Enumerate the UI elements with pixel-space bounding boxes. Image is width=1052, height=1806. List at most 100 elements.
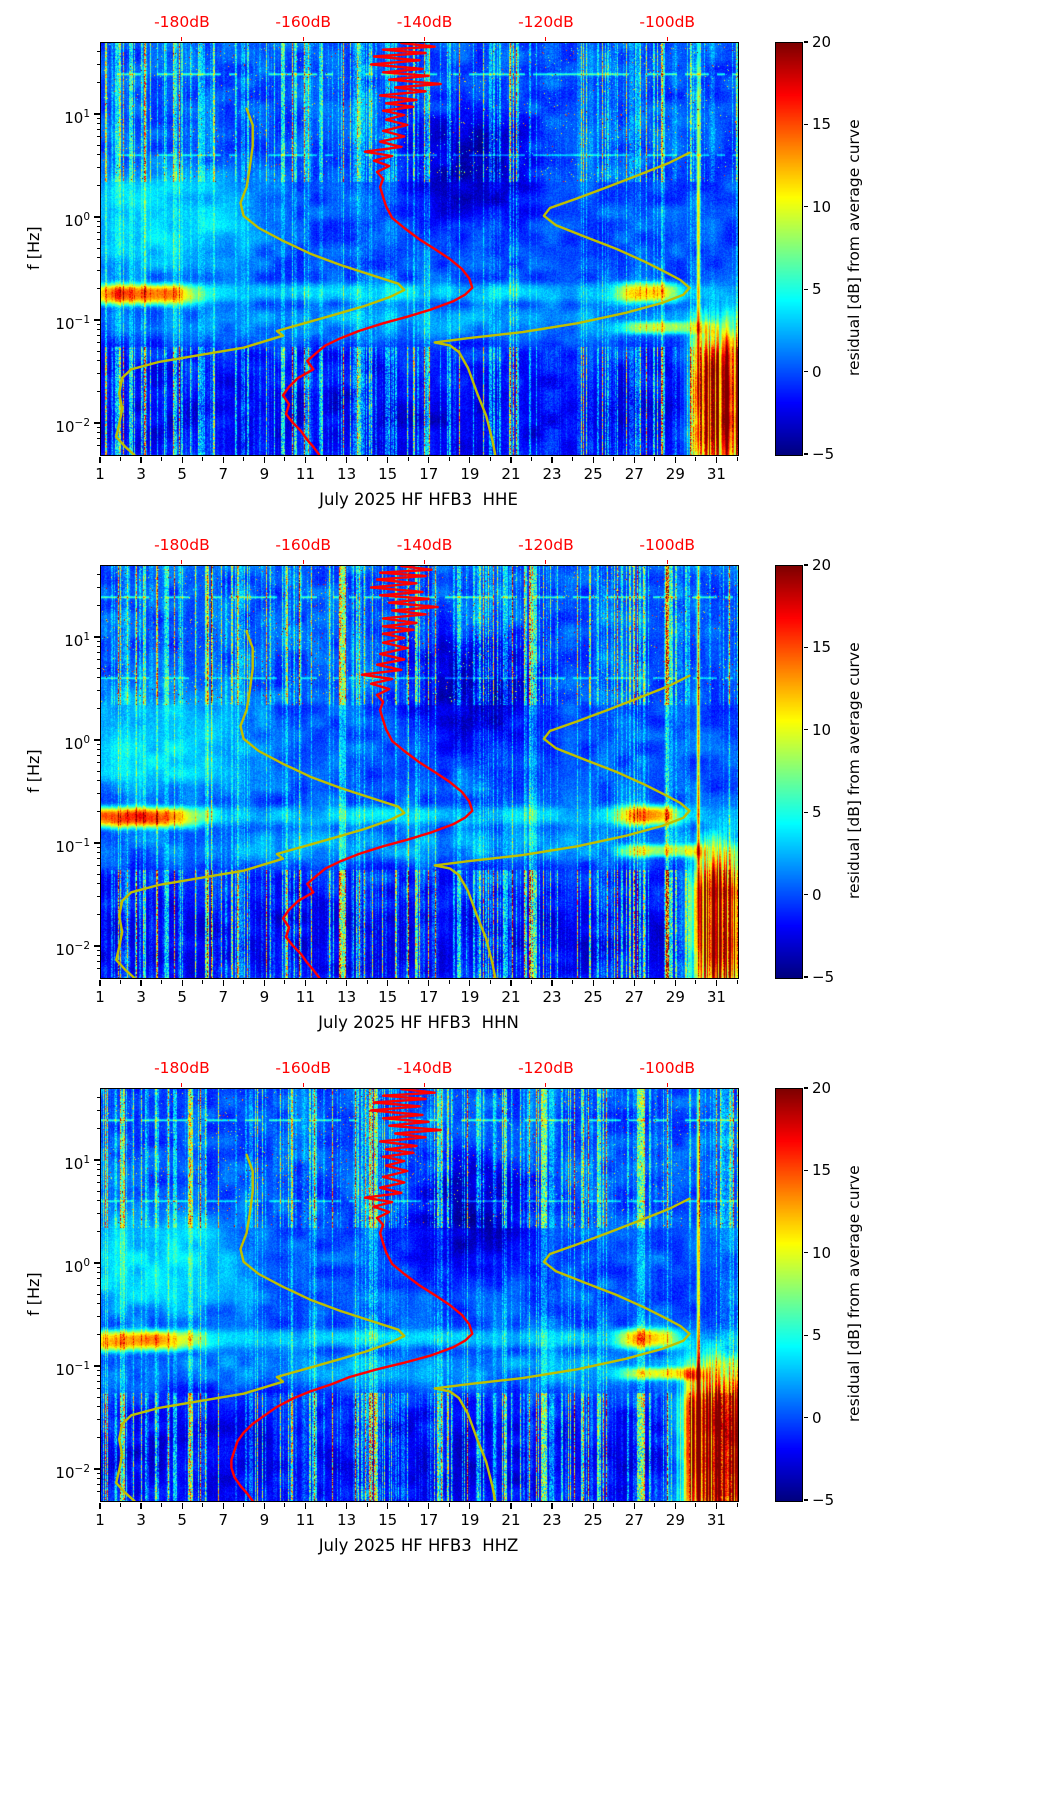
- colorbar-tick: [804, 1087, 808, 1089]
- x-minor-tick: [695, 1503, 697, 1507]
- y-minor-tick: [96, 335, 100, 337]
- x-major-tick: [715, 457, 718, 463]
- y-minor-tick: [96, 1388, 100, 1390]
- y-minor-tick: [96, 329, 100, 331]
- x-tick-label: 5: [177, 1511, 187, 1529]
- x-minor-tick: [407, 980, 409, 984]
- x-tick-label: 25: [583, 1511, 603, 1529]
- x-tick-label: 21: [501, 988, 521, 1006]
- x-tick-label: 3: [136, 1511, 146, 1529]
- x-minor-tick: [448, 980, 450, 984]
- x-tick-label: 11: [295, 988, 316, 1006]
- high-noise-model-curve: [433, 151, 691, 455]
- y-minor-tick: [96, 1190, 100, 1192]
- x-minor-tick: [531, 1503, 533, 1507]
- x-major-tick: [222, 980, 224, 986]
- y-minor-tick: [96, 185, 100, 187]
- colorbar-tick-label: 20: [812, 1079, 832, 1097]
- top-db-label: -120dB: [518, 13, 574, 31]
- colorbar-tick: [804, 1334, 808, 1336]
- x-minor-tick: [325, 457, 327, 461]
- x-major-tick: [345, 980, 348, 986]
- colorbar-tick: [804, 41, 808, 43]
- x-major-tick: [674, 457, 676, 463]
- colorbar-tick-label: 5: [812, 280, 822, 299]
- x-tick-label: 15: [378, 1511, 398, 1529]
- y-minor-tick: [96, 1334, 100, 1336]
- x-minor-tick: [325, 980, 327, 984]
- y-minor-tick: [96, 1164, 100, 1166]
- low-noise-model-curve: [115, 630, 406, 978]
- y-minor-tick: [96, 118, 100, 120]
- top-db-tick: [666, 560, 668, 564]
- top-db-tick: [666, 1083, 668, 1087]
- y-minor-tick: [96, 659, 100, 661]
- x-minor-tick: [120, 980, 122, 984]
- x-minor-tick: [736, 1503, 738, 1507]
- y-major-tick: [94, 842, 100, 844]
- x-minor-tick: [572, 980, 574, 984]
- x-major-tick: [469, 980, 471, 986]
- y-minor-tick: [96, 641, 100, 643]
- y-minor-tick: [96, 858, 100, 860]
- colorbar-tick-label: −5: [812, 445, 835, 463]
- x-minor-tick: [202, 980, 204, 984]
- x-major-tick: [674, 980, 676, 986]
- y-minor-tick: [96, 605, 100, 607]
- x-tick-label: 7: [218, 988, 229, 1006]
- top-db-label: -180dB: [154, 536, 210, 554]
- colorbar-tick: [804, 564, 808, 566]
- x-tick-label: 21: [501, 465, 521, 483]
- psd-curves-overlay: [115, 566, 691, 978]
- x-minor-tick: [284, 457, 286, 461]
- colorbar-tick: [804, 1417, 808, 1419]
- y-minor-tick: [96, 1213, 100, 1215]
- y-minor-tick: [96, 1484, 100, 1486]
- x-major-tick: [222, 1503, 224, 1509]
- y-minor-tick: [96, 350, 100, 352]
- colorbar-gradient: [776, 43, 802, 455]
- colorbar-tick-label: 15: [812, 115, 832, 134]
- colorbar-tick-label: 10: [812, 720, 832, 739]
- x-tick-label: 23: [542, 988, 562, 1006]
- colorbar-tick-label: −5: [812, 1491, 835, 1509]
- spectrogram-panel-hhz: f [Hz] July 2025 HF HFB3 HHZ residual [d…: [0, 1046, 1052, 1569]
- x-minor-tick: [613, 980, 615, 984]
- top-db-tick: [545, 37, 547, 41]
- colorbar-tick-label: 20: [812, 556, 832, 574]
- x-major-tick: [592, 457, 594, 463]
- y-minor-tick: [96, 1272, 100, 1274]
- x-tick-label: 31: [706, 465, 726, 483]
- y-major-tick: [94, 113, 100, 115]
- x-axis-label: July 2025 HF HFB3 HHZ: [318, 1536, 519, 1555]
- y-minor-tick: [96, 144, 100, 146]
- x-minor-tick: [243, 457, 245, 461]
- x-minor-tick: [572, 1503, 574, 1507]
- x-major-tick: [304, 1503, 307, 1509]
- x-major-tick: [510, 1503, 512, 1509]
- x-major-tick: [140, 457, 142, 463]
- y-tick-label: 100: [64, 210, 90, 230]
- colorbar-label: residual [dB] from average curve: [845, 642, 863, 900]
- x-major-tick: [469, 457, 471, 463]
- x-minor-tick: [489, 1503, 491, 1507]
- y-minor-tick: [96, 445, 100, 447]
- y-minor-tick: [96, 883, 100, 885]
- y-minor-tick: [96, 780, 100, 782]
- x-major-tick: [428, 980, 430, 986]
- y-minor-tick: [96, 247, 100, 249]
- x-major-tick: [181, 1503, 183, 1509]
- x-minor-tick: [243, 1503, 245, 1507]
- colorbar-tick: [804, 646, 808, 648]
- y-minor-tick: [96, 226, 100, 228]
- y-minor-tick: [96, 865, 100, 867]
- y-major-tick: [94, 1262, 100, 1264]
- y-minor-tick: [96, 51, 100, 53]
- y-tick-label: 10−1: [55, 313, 90, 333]
- y-tick-label: 10−2: [55, 939, 90, 959]
- y-major-tick: [94, 319, 100, 321]
- x-minor-tick: [695, 980, 697, 984]
- x-tick-label: 19: [460, 988, 480, 1006]
- y-minor-tick: [96, 1316, 100, 1318]
